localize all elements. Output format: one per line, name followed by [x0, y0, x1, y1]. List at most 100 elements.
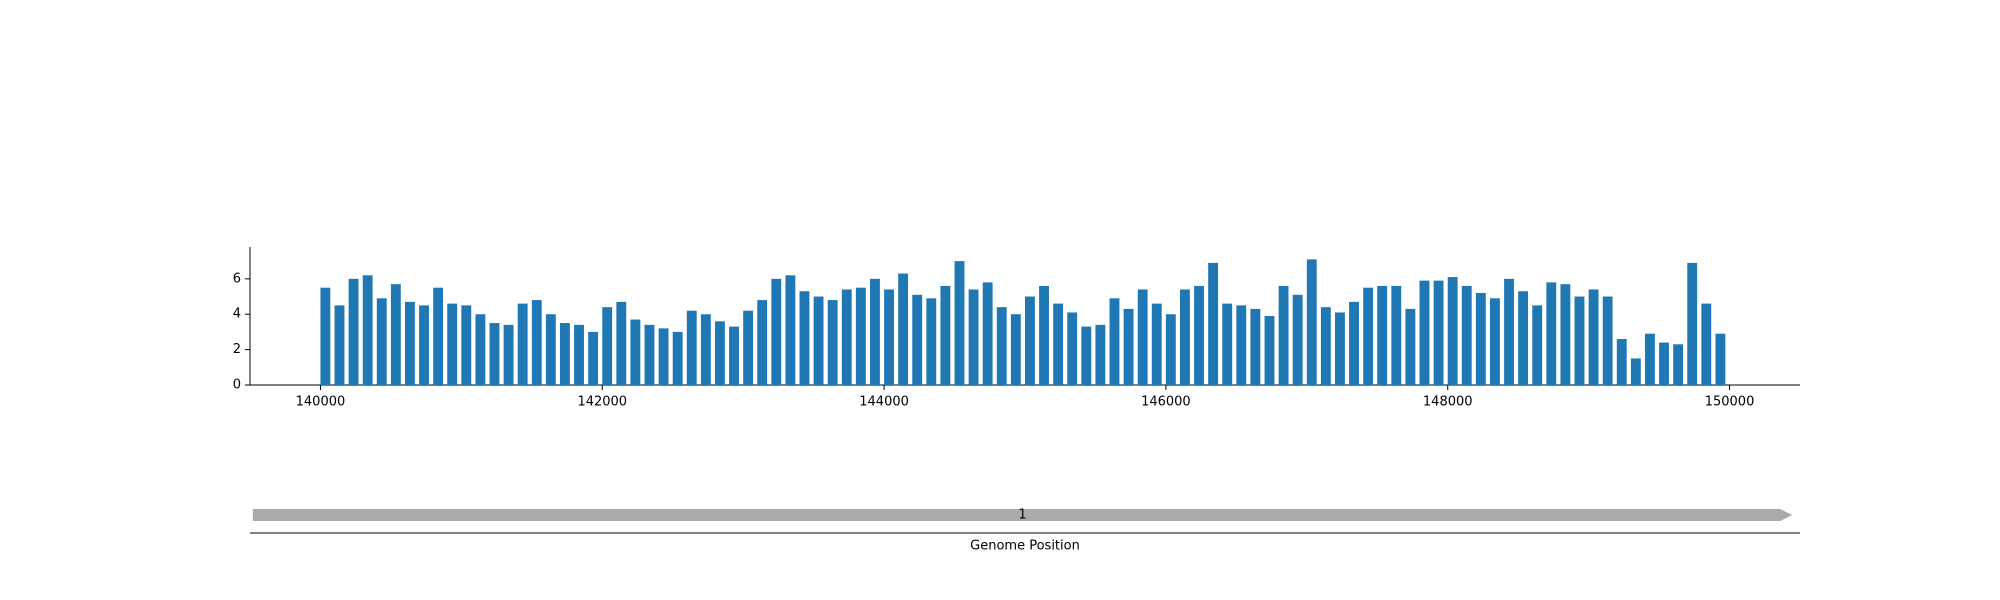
bar [545, 314, 556, 385]
bar [1194, 285, 1204, 385]
bar [729, 326, 739, 385]
bar [686, 310, 697, 385]
bar [588, 331, 599, 385]
bar [658, 328, 669, 385]
bar [1673, 344, 1684, 385]
bar [376, 298, 387, 385]
bar [461, 305, 472, 385]
bar [1236, 305, 1247, 385]
bar [1349, 301, 1359, 385]
bar [433, 287, 444, 385]
bar [898, 273, 909, 385]
bar [419, 305, 429, 385]
bar [1461, 285, 1472, 385]
bar [1306, 259, 1317, 385]
bar [334, 305, 345, 385]
bar [926, 298, 937, 385]
bar [390, 284, 401, 385]
bar [1165, 314, 1176, 385]
bar [1180, 289, 1190, 385]
bar [1081, 326, 1092, 385]
bar [489, 323, 500, 385]
bar [884, 289, 894, 385]
bar [743, 310, 754, 385]
bar [841, 289, 852, 385]
y-tick-label: 6 [233, 271, 241, 286]
bar [1701, 303, 1712, 385]
bar [912, 294, 923, 385]
bar [644, 324, 655, 385]
bar [1588, 289, 1599, 385]
bar [1363, 287, 1374, 385]
bar [1377, 285, 1388, 385]
bar [700, 314, 711, 385]
x-tick-label: 150000 [1705, 395, 1755, 410]
x-tick-label: 148000 [1423, 395, 1473, 410]
bar [1151, 303, 1162, 385]
bar [517, 303, 528, 385]
bar [1574, 296, 1585, 385]
bar [1320, 307, 1331, 385]
bar [1532, 305, 1543, 385]
bar [1405, 308, 1416, 385]
y-tick-label: 2 [233, 342, 241, 357]
bar [968, 289, 979, 385]
bar [1659, 342, 1669, 385]
bar [1715, 333, 1726, 385]
bar [1123, 308, 1134, 385]
bar [672, 331, 683, 385]
bar [1616, 339, 1627, 385]
bar [1067, 312, 1078, 385]
bar [1602, 296, 1613, 385]
bar [320, 287, 331, 385]
bar [1645, 333, 1655, 385]
bar [813, 296, 824, 385]
bar [616, 301, 627, 385]
bar [715, 321, 725, 385]
bar [1560, 284, 1571, 385]
bar [1447, 277, 1458, 385]
bar [785, 275, 796, 385]
bar [1546, 282, 1557, 385]
bar [348, 278, 359, 385]
bar [1475, 293, 1486, 385]
bar [1504, 278, 1514, 385]
bar [1025, 296, 1035, 385]
gene-label: 1 [1018, 508, 1026, 523]
bar [1010, 314, 1021, 385]
bar [1490, 298, 1500, 385]
bar [1039, 285, 1049, 385]
bar [602, 307, 613, 385]
bar [870, 278, 880, 385]
bar [1419, 280, 1430, 385]
bar [531, 300, 542, 385]
bar [982, 282, 993, 385]
bar [1630, 358, 1641, 385]
bar [1687, 262, 1698, 385]
x-tick-label: 146000 [1141, 395, 1191, 410]
bar [1053, 303, 1064, 385]
bar [574, 324, 584, 385]
bar [855, 287, 866, 385]
bar [1391, 285, 1402, 385]
bar [1208, 262, 1219, 385]
bar [1335, 312, 1345, 385]
gene-arrow [252, 509, 1793, 521]
bar [1095, 324, 1106, 385]
bar [1137, 289, 1148, 385]
bar [1278, 285, 1289, 385]
bar [940, 285, 951, 385]
bar [1518, 291, 1529, 385]
y-tick-label: 4 [233, 307, 241, 322]
bar [771, 278, 782, 385]
bar [996, 307, 1007, 385]
bar [362, 275, 373, 385]
bar [503, 324, 514, 385]
x-axis-label: Genome Position [970, 539, 1080, 554]
x-tick-label: 142000 [577, 395, 627, 410]
bar [1264, 316, 1275, 385]
bar [954, 261, 965, 385]
bar [630, 319, 641, 385]
bar [475, 314, 486, 385]
